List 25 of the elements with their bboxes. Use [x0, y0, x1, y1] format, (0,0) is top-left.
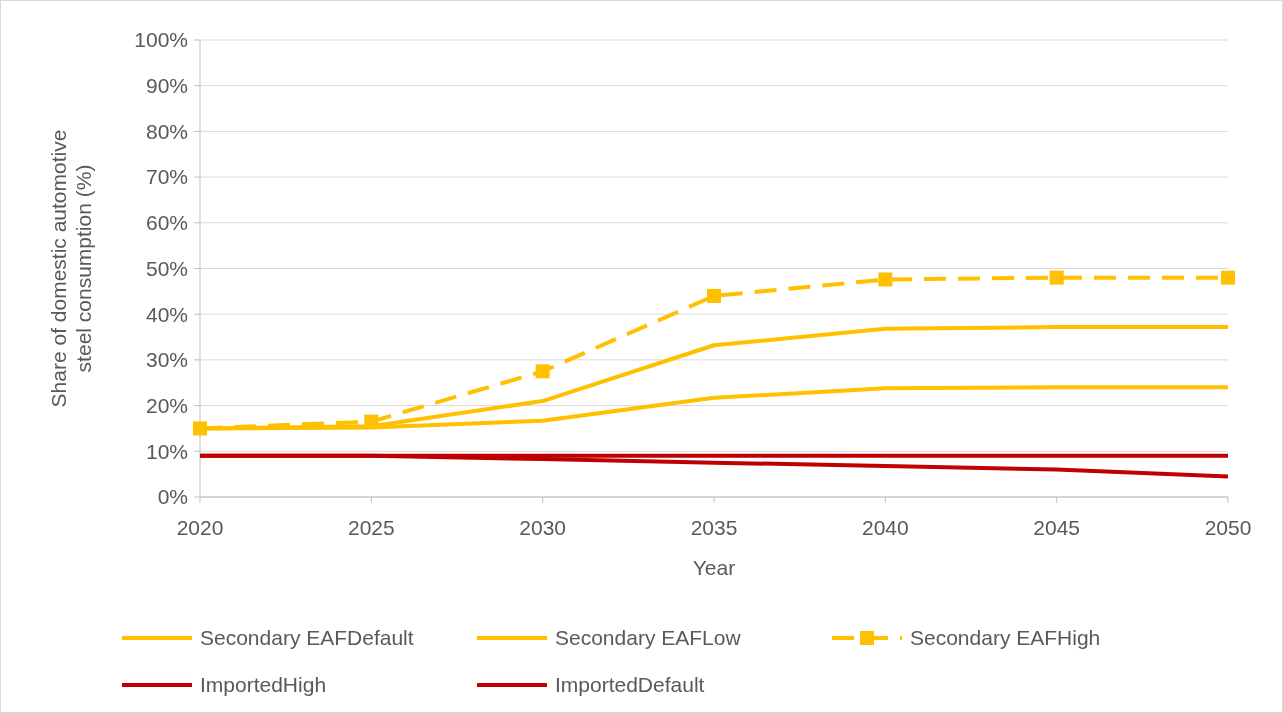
x-tick-label: 2025 [347, 516, 395, 539]
y-tick-label: 50% [145, 256, 188, 280]
x-tick-label: 2020 [176, 516, 224, 539]
x-tick-label: 2035 [690, 516, 738, 539]
x-tick-label: 2030 [519, 516, 567, 539]
y-tick-label: 30% [145, 348, 188, 372]
y-tick-label: 80% [145, 119, 188, 143]
legend-label: Secondary EAFDefault [200, 626, 414, 650]
x-tick-label: 2040 [861, 516, 909, 539]
y-axis-title: Share of domestic automotive steel consumption (%) [46, 129, 95, 408]
y-tick-label: 70% [145, 165, 188, 189]
legend-label: Secondary EAFLow [555, 626, 742, 650]
x-tick-label: 2050 [1204, 516, 1252, 539]
legend-label: ImportedDefault [555, 673, 705, 697]
y-tick-label: 100% [134, 28, 188, 52]
legend-label: Secondary EAFHigh [910, 626, 1101, 650]
legend-label: ImportedHigh [200, 673, 327, 697]
y-tick-label: 0% [157, 485, 188, 509]
x-axis-title: Year [692, 556, 736, 579]
x-tick-label: 2045 [1033, 516, 1081, 539]
y-tick-label: 20% [145, 393, 188, 417]
y-tick-label: 60% [145, 211, 188, 235]
y-tick-label: 40% [145, 302, 188, 326]
y-tick-label: 10% [145, 439, 188, 463]
y-tick-label: 90% [145, 74, 188, 98]
